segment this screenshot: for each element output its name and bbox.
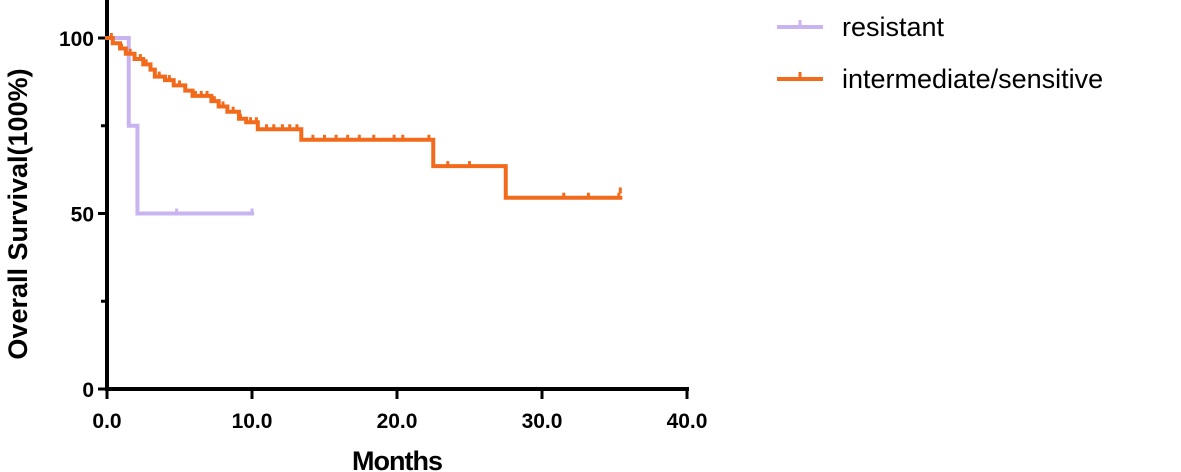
censor-layer	[109, 33, 622, 215]
y-tick-label: 0	[82, 379, 94, 402]
x-tick-label: 0.0	[92, 410, 121, 433]
series-line-1	[105, 36, 623, 200]
legend-label: resistant	[842, 12, 945, 42]
x-axis-title: Months	[352, 446, 442, 472]
axes	[105, 0, 689, 391]
legend-label: intermediate/sensitive	[842, 64, 1103, 94]
tick-layer: 0 50 100 0.0 10.0 20.0 30.0 40.0	[59, 28, 707, 433]
y-tick-label: 100	[59, 28, 94, 51]
y-axis-title: Overall Survival(100%)	[3, 68, 33, 359]
series-line-0	[105, 36, 254, 216]
x-tick-label: 20.0	[377, 410, 418, 433]
series-layer	[105, 36, 623, 216]
x-tick-label: 10.0	[232, 410, 273, 433]
y-tick-label: 50	[71, 204, 94, 227]
x-tick-label: 40.0	[667, 410, 708, 433]
x-tick-label: 30.0	[522, 410, 563, 433]
legend: resistant intermediate/sensitive	[777, 12, 1103, 94]
